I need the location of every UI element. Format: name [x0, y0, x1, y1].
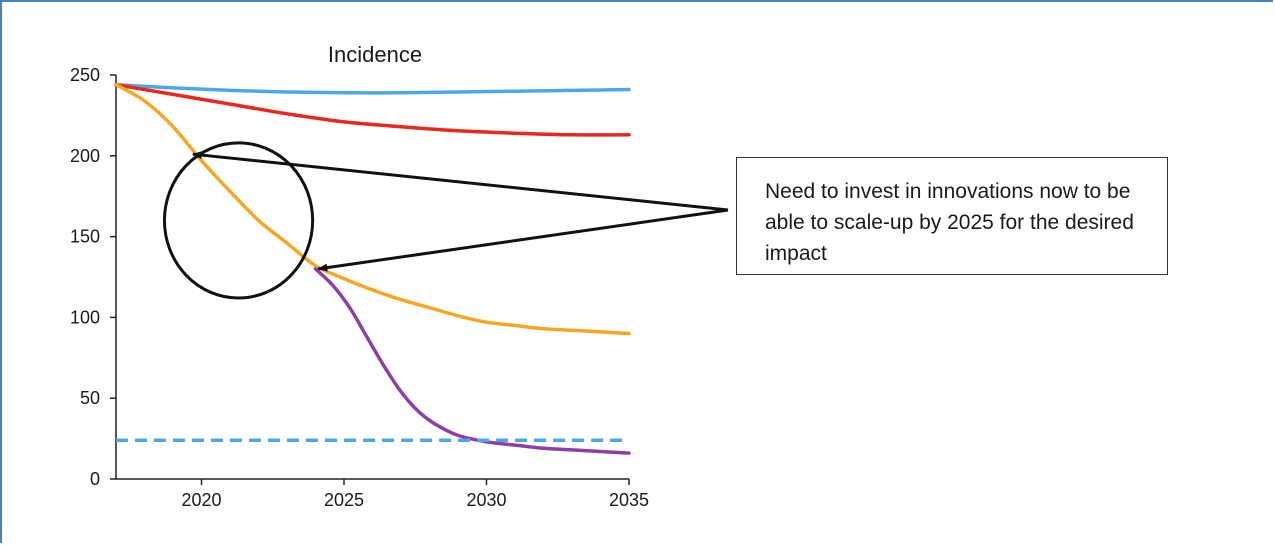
x-tick-label: 2020 — [181, 490, 221, 510]
annotation-arrow-2 — [317, 208, 729, 272]
annotation-ellipse — [162, 141, 315, 300]
x-tick-label: 2035 — [609, 490, 649, 510]
x-tick-label: 2025 — [324, 490, 364, 510]
series-line-3 — [114, 82, 631, 336]
chart-title: Incidence — [328, 42, 422, 67]
series-line-2 — [114, 82, 631, 137]
series-line-1 — [114, 82, 631, 95]
y-tick-label: 0 — [90, 469, 100, 489]
annotation-arrow-1 — [191, 151, 729, 212]
annotation-box: Need to invest in innovations now to be … — [736, 157, 1168, 275]
y-tick-label: 50 — [80, 388, 100, 408]
y-tick-label: 100 — [70, 307, 100, 327]
y-tick-label: 200 — [70, 146, 100, 166]
y-tick-label: 250 — [70, 65, 100, 85]
annotation-text: Need to invest in innovations now to be … — [765, 180, 1134, 265]
series-line-4 — [313, 267, 631, 455]
x-tick-label: 2030 — [466, 490, 506, 510]
y-tick-label: 150 — [70, 227, 100, 247]
